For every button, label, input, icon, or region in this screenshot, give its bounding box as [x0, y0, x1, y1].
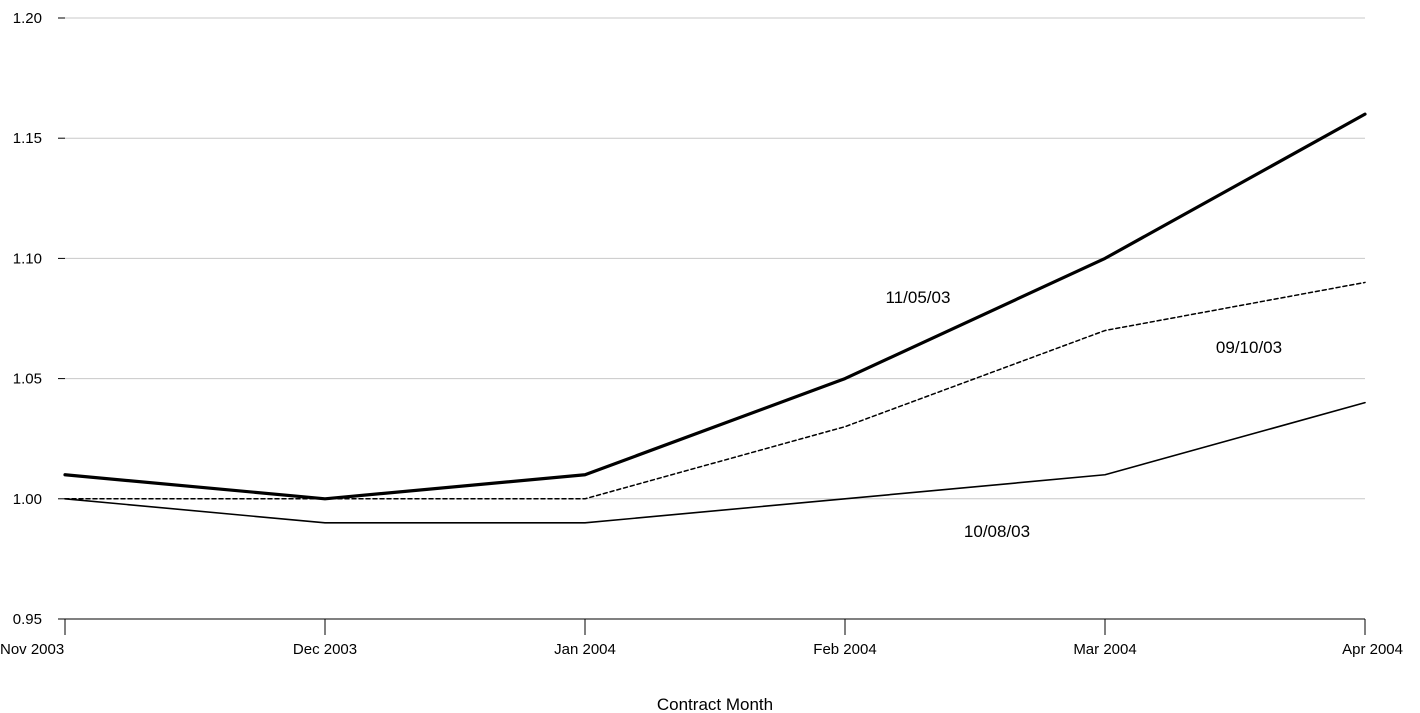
- y-tick-label: 1.15: [13, 130, 42, 147]
- x-axis-title: Contract Month: [657, 695, 773, 713]
- y-tick-label: 1.10: [13, 250, 42, 267]
- series-line-2: [64, 401, 1366, 524]
- x-tick-label: Nov 2003: [0, 641, 64, 658]
- axes: 0.95 1.00 1.05 1.10 1.15 1.20 Nov 2003 Dec 2003…: [0, 10, 1403, 658]
- series-label-2: 10/08/03: [964, 522, 1030, 541]
- y-tick-label: 1.20: [13, 10, 42, 27]
- series-lines: [63, 112, 1367, 524]
- series-label-0: 11/05/03: [886, 288, 951, 307]
- x-tick-label: Apr 2004: [1342, 641, 1403, 658]
- x-tick-label: Feb 2004: [813, 641, 876, 658]
- y-tick-label: 1.00: [13, 491, 42, 508]
- x-tick-label: Mar 2004: [1073, 641, 1136, 658]
- series-labels: 11/05/03 09/10/03 10/08/03: [886, 288, 1283, 541]
- series-line-1: [64, 281, 1366, 500]
- x-tick-label: Dec 2003: [293, 641, 357, 658]
- series-label-1: 09/10/03: [1216, 338, 1282, 357]
- y-tick-label: 0.95: [13, 611, 42, 628]
- series-line-0: [63, 112, 1367, 501]
- x-tick-label: Jan 2004: [554, 641, 616, 658]
- gridlines: [65, 17, 1365, 500]
- y-tick-label: 1.05: [13, 371, 42, 388]
